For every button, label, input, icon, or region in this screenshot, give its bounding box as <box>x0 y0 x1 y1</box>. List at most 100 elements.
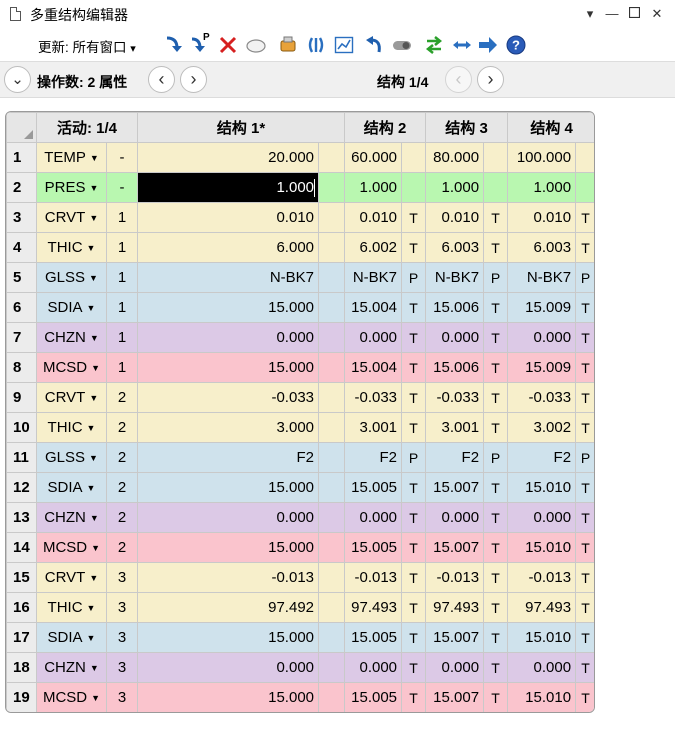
solve-type-cell[interactable] <box>318 142 346 173</box>
config-value-cell[interactable]: F2 <box>507 442 577 473</box>
operand-type-cell[interactable]: CRVT ▼ <box>36 382 107 413</box>
surface-cell[interactable]: 1 <box>105 352 139 383</box>
config-value-cell[interactable]: 97.493 <box>344 592 403 623</box>
config-value-cell[interactable]: 0.010 <box>344 202 403 233</box>
surface-cell[interactable]: 3 <box>105 622 139 653</box>
solve-type-cell[interactable]: T <box>483 682 509 712</box>
config-value-cell[interactable]: 15.010 <box>507 682 577 712</box>
config-value-cell[interactable]: 0.000 <box>344 652 403 683</box>
solve-type-cell[interactable] <box>318 202 346 233</box>
config-value-cell[interactable]: 0.000 <box>344 502 403 533</box>
surface-cell[interactable]: 1 <box>105 292 139 323</box>
solve-type-cell[interactable]: T <box>483 292 509 323</box>
config-value-cell[interactable]: 15.010 <box>507 472 577 503</box>
solve-type-cell[interactable]: T <box>401 352 427 383</box>
config-value-cell[interactable]: 15.000 <box>137 472 320 503</box>
config-value-cell[interactable]: N-BK7 <box>137 262 320 293</box>
config-value-cell[interactable]: 0.000 <box>507 502 577 533</box>
solve-type-cell[interactable]: T <box>575 412 594 443</box>
toggle-icon[interactable] <box>392 35 412 55</box>
operand-type-cell[interactable]: CHZN ▼ <box>36 652 107 683</box>
solve-type-cell[interactable]: T <box>401 472 427 503</box>
solve-type-cell[interactable]: T <box>483 322 509 353</box>
solve-type-cell[interactable] <box>318 442 346 473</box>
solve-type-cell[interactable]: T <box>483 592 509 623</box>
operand-type-cell[interactable]: MCSD ▼ <box>36 532 107 563</box>
config-header[interactable]: 结构 4 <box>507 112 594 143</box>
config-value-cell[interactable]: 20.000 <box>137 142 320 173</box>
config-value-cell[interactable]: 1.000 <box>137 172 320 203</box>
solve-type-cell[interactable]: T <box>575 382 594 413</box>
config-value-cell[interactable]: 6.003 <box>425 232 485 263</box>
row-number[interactable]: 19 <box>6 682 37 712</box>
solve-type-cell[interactable] <box>318 502 346 533</box>
solve-type-cell[interactable]: T <box>401 322 427 353</box>
operand-type-cell[interactable]: MCSD ▼ <box>36 352 107 383</box>
solve-type-cell[interactable]: T <box>483 562 509 593</box>
solve-type-cell[interactable]: T <box>575 682 594 712</box>
help-icon[interactable]: ? <box>506 35 526 55</box>
solve-type-cell[interactable] <box>318 382 346 413</box>
solve-type-cell[interactable]: P <box>575 262 594 293</box>
solve-type-cell[interactable] <box>318 262 346 293</box>
oval-icon[interactable] <box>246 35 266 55</box>
solve-type-cell[interactable]: T <box>575 352 594 383</box>
swap-icon[interactable] <box>424 35 444 55</box>
next-operand-button[interactable]: › <box>180 66 207 93</box>
operand-type-cell[interactable]: GLSS ▼ <box>36 262 107 293</box>
operand-type-cell[interactable]: THIC ▼ <box>36 592 107 623</box>
config-value-cell[interactable]: 15.000 <box>137 532 320 563</box>
config-value-cell[interactable]: 15.000 <box>137 352 320 383</box>
config-value-cell[interactable]: -0.013 <box>137 562 320 593</box>
solve-type-cell[interactable]: P <box>483 262 509 293</box>
config-value-cell[interactable]: 15.009 <box>507 352 577 383</box>
config-value-cell[interactable]: 15.005 <box>344 682 403 712</box>
row-number[interactable]: 2 <box>6 172 37 203</box>
config-value-cell[interactable]: -0.013 <box>344 562 403 593</box>
row-number[interactable]: 13 <box>6 502 37 533</box>
solve-type-cell[interactable]: T <box>483 532 509 563</box>
delete-icon[interactable] <box>218 35 238 55</box>
config-value-cell[interactable]: 15.004 <box>344 352 403 383</box>
surface-cell[interactable]: 2 <box>105 532 139 563</box>
row-number[interactable]: 6 <box>6 292 37 323</box>
config-value-cell[interactable]: 15.005 <box>344 532 403 563</box>
solve-type-cell[interactable]: T <box>483 352 509 383</box>
surface-cell[interactable]: 1 <box>105 232 139 263</box>
row-number[interactable]: 8 <box>6 352 37 383</box>
minimize-icon[interactable]: — <box>605 6 619 21</box>
solve-type-cell[interactable]: T <box>575 622 594 653</box>
config-value-cell[interactable]: 3.000 <box>137 412 320 443</box>
solve-type-cell[interactable] <box>575 172 594 203</box>
row-number[interactable]: 1 <box>6 142 37 173</box>
config-value-cell[interactable]: -0.013 <box>507 562 577 593</box>
solve-type-cell[interactable]: T <box>401 202 427 233</box>
config-value-cell[interactable]: 60.000 <box>344 142 403 173</box>
solve-type-cell[interactable] <box>575 142 594 173</box>
config-value-cell[interactable]: N-BK7 <box>425 262 485 293</box>
surface-cell[interactable]: 2 <box>105 382 139 413</box>
config-value-cell[interactable]: 3.001 <box>425 412 485 443</box>
solve-type-cell[interactable]: T <box>575 592 594 623</box>
next-config-button[interactable]: › <box>477 66 504 93</box>
config-value-cell[interactable]: 97.493 <box>425 592 485 623</box>
solve-type-cell[interactable]: T <box>575 472 594 503</box>
config-value-cell[interactable]: -0.033 <box>344 382 403 413</box>
config-value-cell[interactable]: 0.000 <box>425 652 485 683</box>
config-value-cell[interactable]: -0.033 <box>137 382 320 413</box>
config-value-cell[interactable]: 6.000 <box>137 232 320 263</box>
solve-type-cell[interactable]: T <box>575 202 594 233</box>
config-value-cell[interactable]: 15.007 <box>425 472 485 503</box>
operand-type-cell[interactable]: THIC ▼ <box>36 232 107 263</box>
solve-type-cell[interactable] <box>318 622 346 653</box>
config-value-cell[interactable]: 15.004 <box>344 292 403 323</box>
config-value-cell[interactable]: 97.492 <box>137 592 320 623</box>
solve-type-cell[interactable]: T <box>575 532 594 563</box>
config-value-cell[interactable]: 0.000 <box>507 322 577 353</box>
chart-icon[interactable] <box>334 35 354 55</box>
surface-cell[interactable]: 2 <box>105 472 139 503</box>
update-dropdown[interactable]: 更新: 所有窗口 ▾ <box>38 36 136 56</box>
config-header[interactable]: 结构 2 <box>344 112 427 143</box>
operand-type-cell[interactable]: TEMP ▼ <box>36 142 107 173</box>
solve-type-cell[interactable]: T <box>575 502 594 533</box>
